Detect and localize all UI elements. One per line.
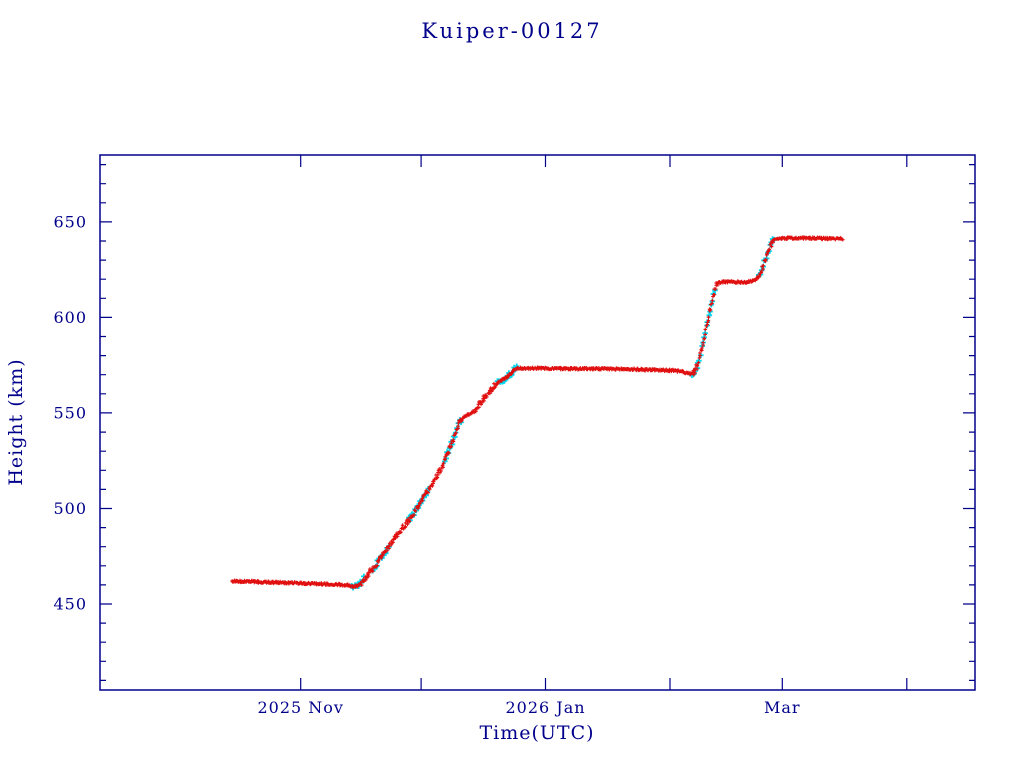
x-tick-label: 2026 Jan xyxy=(505,698,585,717)
x-tick-label: 2025 Nov xyxy=(257,698,343,717)
tick-labels: 450 500 550 600 650 2025 Nov 2026 Jan Mar xyxy=(53,212,801,717)
x-axis-label: Time(UTC) xyxy=(479,722,594,744)
y-tick-label: 600 xyxy=(53,308,87,327)
y-tick-label: 550 xyxy=(53,403,87,422)
chart-title: Kuiper-00127 xyxy=(421,19,602,43)
axis-ticks xyxy=(100,155,975,690)
y-tick-label: 650 xyxy=(53,212,87,231)
plot-frame xyxy=(99,154,976,691)
y-axis-label: Height (km) xyxy=(5,358,27,485)
y-tick-label: 450 xyxy=(53,595,87,614)
red-series-points xyxy=(230,235,845,590)
y-tick-label: 500 xyxy=(53,499,87,518)
plot-area: 450 500 550 600 650 2025 Nov 2026 Jan Mar xyxy=(53,154,976,717)
x-tick-label: Mar xyxy=(764,698,801,717)
